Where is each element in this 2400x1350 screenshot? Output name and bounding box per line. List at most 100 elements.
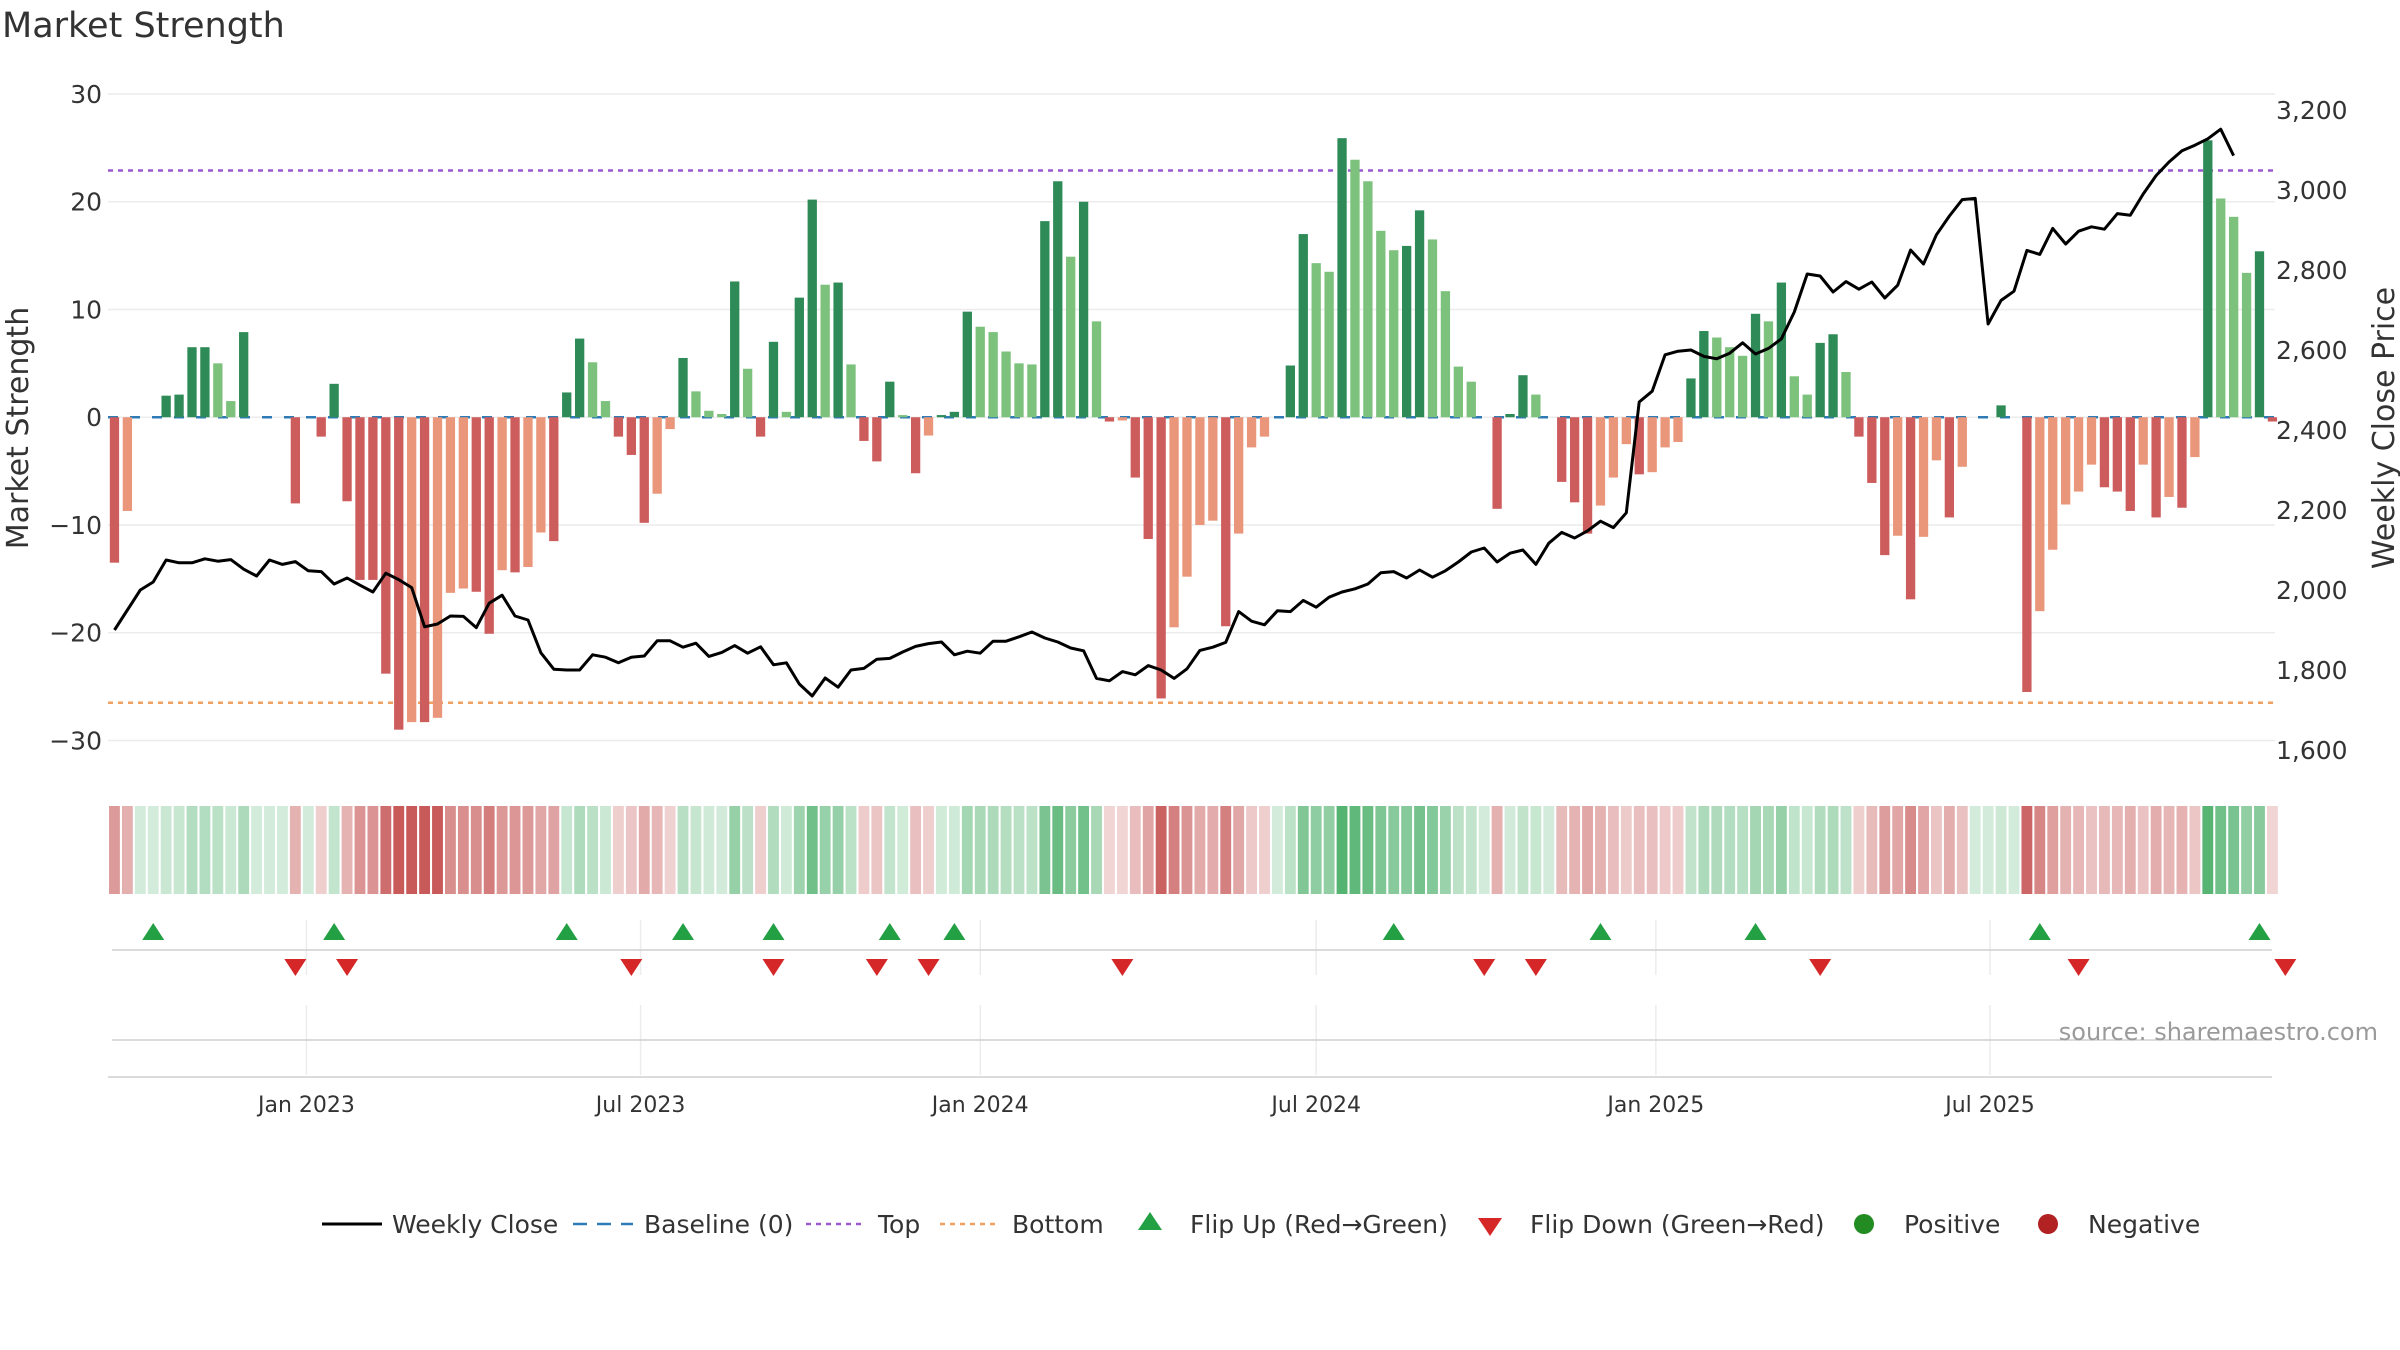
strength-bar bbox=[988, 332, 998, 418]
heat-cell bbox=[910, 806, 922, 894]
heat-cell bbox=[2021, 806, 2033, 894]
heat-cell bbox=[2060, 806, 2072, 894]
flip-up-marker bbox=[943, 923, 966, 940]
strength-bar bbox=[1505, 413, 1515, 418]
heat-cell bbox=[561, 806, 573, 894]
strength-bar bbox=[445, 417, 456, 593]
y-left-tick: −30 bbox=[49, 726, 102, 755]
legend-label: Bottom bbox=[1012, 1210, 1104, 1239]
heat-cell bbox=[1065, 806, 1077, 894]
heat-cell bbox=[768, 806, 779, 894]
y-left-tick: 0 bbox=[86, 403, 102, 432]
heat-cell bbox=[1478, 806, 1490, 894]
strength-bar bbox=[394, 417, 404, 730]
heat-cell bbox=[341, 806, 353, 894]
strength-bar bbox=[226, 401, 236, 418]
heat-cell bbox=[2241, 806, 2252, 894]
heat-cell bbox=[2073, 806, 2085, 894]
strength-bar bbox=[1427, 239, 1438, 418]
heat-cell bbox=[1427, 806, 1438, 894]
flip-down-marker bbox=[2274, 959, 2297, 976]
heat-cell bbox=[625, 806, 637, 894]
grid-layer bbox=[108, 93, 2275, 1078]
strength-bar bbox=[2035, 417, 2045, 612]
strength-bar bbox=[536, 417, 546, 533]
heat-cell bbox=[2086, 806, 2097, 894]
heat-cell bbox=[2099, 806, 2110, 894]
strength-bar bbox=[923, 417, 934, 436]
strength-bar bbox=[2048, 417, 2058, 550]
legend-label: Negative bbox=[2088, 1210, 2200, 1239]
heat-cell bbox=[1052, 806, 1064, 894]
heat-cell bbox=[212, 806, 224, 894]
heat-cell bbox=[587, 806, 598, 894]
y-left-tick: −10 bbox=[49, 511, 102, 540]
heat-cell bbox=[1388, 806, 1400, 894]
heat-cell bbox=[1116, 806, 1128, 894]
strength-bar bbox=[2112, 417, 2123, 492]
strength-bar bbox=[975, 326, 985, 418]
y-right-tick: 3,200 bbox=[2276, 96, 2348, 125]
heat-cell bbox=[1956, 806, 1968, 894]
flip-down-marker bbox=[1111, 959, 1134, 976]
strength-bar bbox=[1815, 342, 1825, 418]
heat-cell bbox=[1026, 806, 1038, 894]
heat-cell bbox=[755, 806, 766, 894]
strength-bar bbox=[1259, 417, 1270, 437]
heat-cell bbox=[1814, 806, 1826, 894]
strength-bar bbox=[704, 410, 714, 418]
flip-up-marker bbox=[323, 923, 346, 940]
strength-bar bbox=[717, 413, 727, 418]
strength-bar bbox=[484, 417, 494, 634]
strength-bar bbox=[846, 364, 856, 418]
heat-cell bbox=[729, 806, 741, 894]
strength-bar bbox=[1867, 417, 1877, 483]
strength-bar bbox=[1156, 417, 1166, 699]
heat-cell bbox=[406, 806, 418, 894]
heat-cell bbox=[483, 806, 495, 894]
legend-negative-swatch bbox=[2038, 1214, 2058, 1234]
strength-bar bbox=[1880, 417, 1890, 556]
heat-cell bbox=[1323, 806, 1335, 894]
heat-cell bbox=[1491, 806, 1503, 894]
strength-bar bbox=[2228, 216, 2239, 418]
strength-bar bbox=[1686, 378, 1696, 418]
strength-bar bbox=[730, 281, 740, 418]
heat-cell bbox=[1310, 806, 1322, 894]
strength-bar bbox=[755, 417, 766, 437]
strength-bar bbox=[1763, 321, 1774, 418]
heat-cell bbox=[367, 806, 379, 894]
strength-bar bbox=[1014, 363, 1024, 418]
strength-bar bbox=[2267, 417, 2278, 422]
heat-cell bbox=[780, 806, 792, 894]
x-tick-label: Jan 2024 bbox=[930, 1093, 1029, 1118]
heat-cell bbox=[677, 806, 689, 894]
strength-bar bbox=[432, 417, 443, 718]
strength-bar bbox=[407, 417, 417, 723]
heat-cell bbox=[1672, 806, 1684, 894]
strength-bar bbox=[2022, 417, 2032, 692]
flip-up-marker bbox=[555, 923, 578, 940]
heat-cell bbox=[1711, 806, 1723, 894]
heat-cell bbox=[806, 806, 818, 894]
heat-cell bbox=[974, 806, 986, 894]
strength-bar bbox=[1182, 417, 1192, 577]
y-right-tick: 2,800 bbox=[2276, 256, 2348, 285]
heat-cell bbox=[2202, 806, 2214, 894]
strength-bar bbox=[1053, 181, 1063, 418]
strength-bar bbox=[1725, 347, 1735, 418]
heat-cell bbox=[638, 806, 650, 894]
heat-cell bbox=[1879, 806, 1891, 894]
strength-bar bbox=[936, 415, 947, 418]
heat-cell bbox=[1724, 806, 1736, 894]
x-tick-label: Jan 2023 bbox=[256, 1093, 355, 1118]
axis-layer: 30 20 10 0 −10 −20 −30 1,600 1,800 2,000 2,200 2,40… bbox=[1, 80, 2400, 1118]
strength-bar bbox=[859, 417, 869, 441]
heat-cell bbox=[1582, 806, 1593, 894]
heat-cell bbox=[858, 806, 870, 894]
heat-cell bbox=[1685, 806, 1697, 894]
x-tick-label: Jan 2025 bbox=[1605, 1093, 1704, 1118]
heat-cell bbox=[2163, 806, 2175, 894]
heat-cell bbox=[134, 806, 146, 894]
strength-bar bbox=[1350, 159, 1360, 418]
